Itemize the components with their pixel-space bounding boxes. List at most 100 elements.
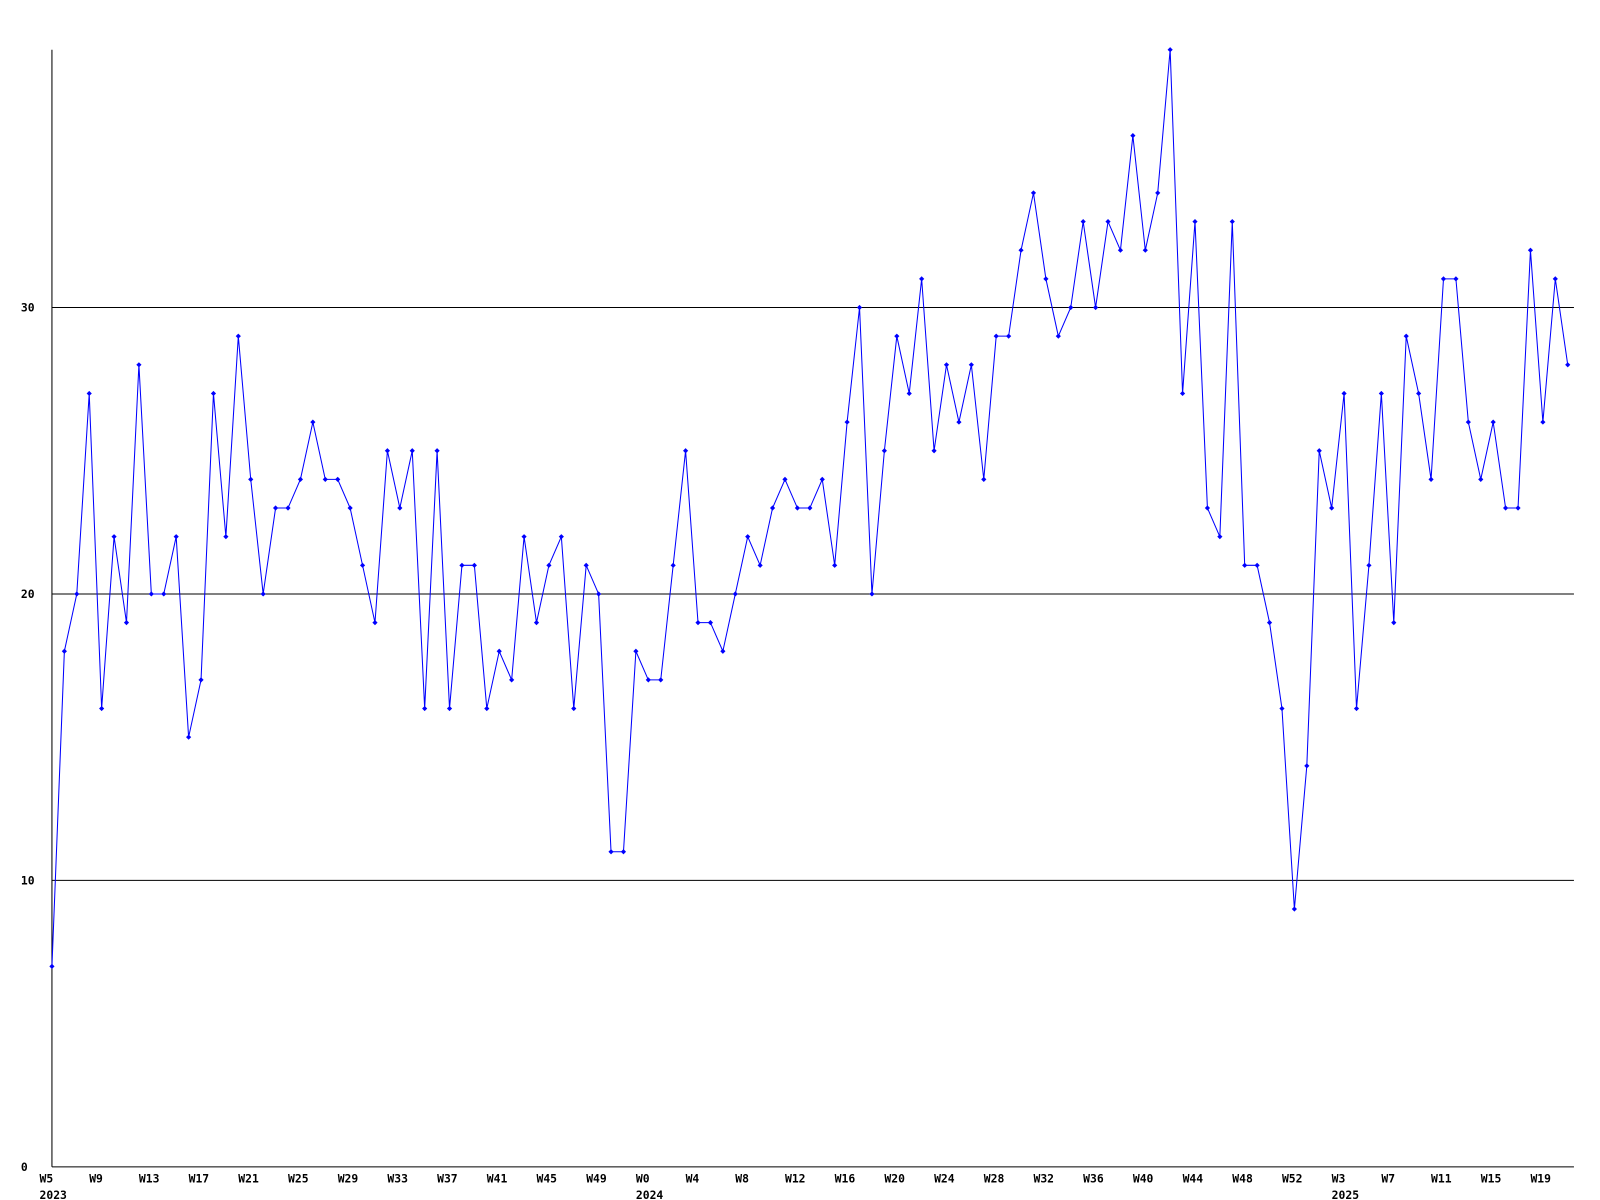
- data-point: [1068, 304, 1074, 311]
- data-point: [968, 362, 974, 368]
- data-point: [881, 448, 887, 454]
- data-point: [1353, 705, 1360, 712]
- data-point: [1242, 562, 1248, 568]
- data-point: [123, 620, 130, 626]
- data-point: [1465, 419, 1471, 425]
- data-point: [956, 419, 962, 425]
- x-tick-label: W17: [189, 1171, 210, 1185]
- data-point: [1440, 276, 1447, 282]
- data-point: [819, 476, 825, 482]
- x-tick-label: W36: [1083, 1171, 1104, 1185]
- data-point: [260, 591, 266, 597]
- data-point: [807, 505, 813, 511]
- data-point: [484, 705, 490, 712]
- y-tick-label: 10: [21, 874, 35, 888]
- x-tick-label: W41: [487, 1171, 508, 1185]
- data-point: [223, 534, 229, 540]
- data-point: [310, 419, 316, 425]
- data-point: [1329, 505, 1335, 511]
- data-point: [745, 534, 751, 540]
- data-point: [335, 476, 341, 482]
- data-point: [670, 562, 676, 568]
- data-point: [235, 333, 241, 339]
- data-point: [571, 705, 577, 712]
- data-point: [111, 534, 117, 540]
- data-point: [1428, 476, 1434, 482]
- data-point: [844, 419, 850, 425]
- x-tick-label: W3: [1332, 1171, 1346, 1185]
- data-point: [372, 620, 378, 626]
- data-point: [1266, 620, 1273, 626]
- data-point: [422, 705, 428, 712]
- data-point: [1478, 476, 1484, 482]
- x-tick-label: W49: [586, 1171, 607, 1185]
- data-point: [1155, 190, 1161, 196]
- data-point: [1018, 247, 1024, 253]
- data-point: [1167, 47, 1173, 53]
- x-tick-label: W4: [686, 1171, 700, 1185]
- data-point: [981, 476, 987, 482]
- data-point: [1490, 419, 1496, 425]
- data-point: [695, 620, 701, 626]
- data-point: [173, 534, 179, 540]
- data-point: [297, 476, 304, 482]
- data-point: [596, 591, 602, 597]
- x-tick-label: W8: [735, 1171, 749, 1185]
- data-point: [397, 505, 403, 511]
- data-point: [1217, 534, 1223, 540]
- x-tick-label: W52: [1282, 1171, 1303, 1185]
- data-point: [1080, 218, 1086, 225]
- data-point: [1540, 419, 1546, 425]
- x-tick-label: W24: [934, 1171, 955, 1185]
- x-tick-label: W15: [1481, 1171, 1502, 1185]
- data-point: [285, 505, 291, 511]
- data-point: [1503, 505, 1509, 511]
- data-point: [1254, 562, 1260, 568]
- x-tick-label: W12: [785, 1171, 806, 1185]
- data-point: [1316, 448, 1322, 454]
- data-point: [1453, 276, 1459, 282]
- data-point: [1229, 218, 1235, 225]
- data-point: [1391, 620, 1397, 626]
- data-point: [906, 390, 912, 397]
- data-point: [136, 362, 142, 368]
- data-point: [1515, 505, 1521, 511]
- data-point: [61, 648, 67, 654]
- data-point: [471, 562, 477, 568]
- x-tick-label: W5: [40, 1171, 54, 1185]
- x-tick-label: W11: [1431, 1171, 1452, 1185]
- data-point: [993, 333, 999, 339]
- data-point: [620, 849, 627, 855]
- data-point: [1130, 133, 1136, 139]
- data-point: [1117, 247, 1124, 253]
- data-point: [248, 476, 254, 482]
- data-point: [533, 620, 540, 626]
- x-tick-label: W20: [884, 1171, 905, 1185]
- data-point: [707, 620, 714, 626]
- year-label: 2024: [636, 1188, 664, 1200]
- data-point: [1142, 247, 1148, 253]
- data-point: [1341, 390, 1347, 397]
- data-point: [1093, 304, 1099, 311]
- data-point: [434, 448, 440, 454]
- data-point: [1552, 276, 1558, 282]
- data-point: [409, 448, 415, 454]
- data-point: [161, 591, 167, 597]
- x-tick-label: W32: [1033, 1171, 1054, 1185]
- data-point: [1279, 705, 1285, 712]
- data-point: [1565, 362, 1571, 368]
- x-tick-label: W44: [1183, 1171, 1204, 1185]
- x-tick-label: W28: [984, 1171, 1005, 1185]
- data-point: [509, 677, 515, 683]
- data-point: [347, 505, 353, 511]
- data-point: [658, 677, 664, 683]
- data-point: [894, 333, 900, 339]
- x-tick-label: W9: [89, 1171, 103, 1185]
- x-tick-label: W7: [1381, 1171, 1395, 1185]
- data-point: [1366, 562, 1372, 568]
- data-point: [74, 591, 80, 597]
- year-label: 2023: [40, 1188, 68, 1200]
- data-point: [1304, 763, 1310, 769]
- data-point: [645, 677, 651, 683]
